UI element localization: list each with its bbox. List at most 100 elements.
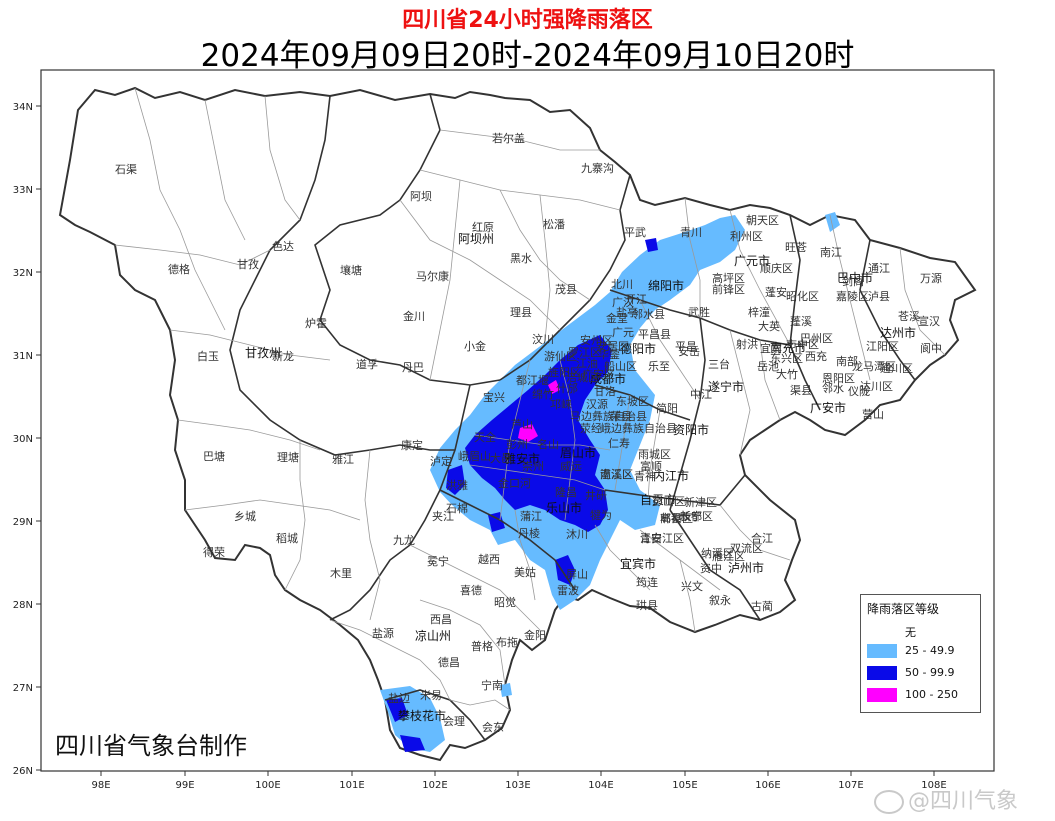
county-label: 广元 (612, 326, 634, 339)
county-label: 荥经 (580, 421, 602, 435)
county-label: 普格 (471, 639, 493, 653)
county-label: 炉霍 (305, 317, 327, 330)
county-label: 南部 (836, 354, 858, 368)
county-label: 得荣 (203, 546, 225, 559)
county-label: 西充 (805, 349, 827, 363)
county-label: 洪雅 (446, 478, 468, 492)
y-tick-label: 34N (13, 102, 33, 113)
legend-item-50-99: 50 - 99.9 (867, 665, 977, 681)
map-subtitle: 2024年09月09日20时-2024年09月10日20时 (200, 38, 855, 74)
county-label: 高坪区 (712, 271, 745, 285)
rain-zone-50-99-north (645, 238, 658, 252)
county-label: 珙县 (636, 598, 658, 612)
county-label: 昭化区 (786, 289, 819, 303)
county-label: 白玉 (197, 349, 219, 363)
y-tick-label: 32N (13, 268, 33, 279)
county-label: 市中区 (786, 337, 819, 351)
legend-item-25-49: 25 - 49.9 (867, 643, 977, 659)
county-label: 雷波 (557, 584, 579, 597)
county-label: 邻水县 (632, 308, 665, 321)
county-label: 开江 (625, 293, 647, 306)
county-label: 筠连 (636, 575, 658, 589)
county-label: 罗江区 (568, 346, 601, 359)
county-label: 大邑 (490, 451, 512, 465)
county-label: 汶川 (532, 332, 554, 346)
county-label: 万源 (920, 271, 942, 285)
legend-swatch-none (867, 624, 897, 638)
y-tick-label: 28N (13, 600, 33, 611)
prefecture-label: 绵阳市 (648, 278, 684, 293)
prefecture-label: 泸州市 (728, 560, 764, 575)
county-label: 江安 (640, 531, 662, 545)
county-label: 长宁 (680, 509, 702, 523)
county-label: 古蔺 (751, 600, 773, 613)
county-label: 金口河 (498, 476, 531, 490)
county-label: 武胜 (688, 305, 710, 319)
county-label: 仁寿 (608, 436, 630, 450)
county-label: 雁江区 (712, 550, 745, 563)
county-label: 东兴区 (770, 352, 803, 365)
prefecture-label: 遂宁市 (708, 379, 744, 394)
rain-zone-25-49 (430, 215, 745, 610)
rain-zone-50-99 (465, 335, 612, 532)
county-label: 宁南 (481, 678, 503, 692)
legend-swatch-light-blue (867, 644, 897, 658)
legend-swatch-dark-blue (867, 666, 897, 680)
county-label: 汉源 (586, 397, 608, 411)
county-label: 盐亭 (616, 305, 638, 319)
county-label: 大英 (758, 319, 780, 333)
county-label: 丹巴 (402, 361, 424, 374)
x-tick-label: 99E (175, 780, 194, 791)
x-tick-label: 102E (422, 780, 447, 791)
county-label: 康定 (401, 438, 423, 452)
y-tick-label: 26N (13, 766, 33, 777)
x-tick-label: 105E (672, 780, 697, 791)
county-label: 青白江区 (640, 531, 684, 545)
prefecture-label: 雅安市 (504, 451, 540, 466)
county-label: 夹江 (432, 510, 454, 523)
y-tick-label: 30N (13, 434, 33, 445)
x-tick-label: 101E (339, 780, 364, 791)
map-legend: 降雨落区等级 无 25 - 49.9 50 - 99.9 100 - 250 (860, 594, 981, 713)
prefecture-label: 广安市 (810, 400, 846, 415)
county-label: 彭山区 (652, 494, 685, 508)
producer-credit: 四川省气象台制作 (55, 732, 247, 760)
weibo-watermark: @四川气象 (874, 783, 1018, 815)
county-label: 东坡区 (616, 395, 649, 408)
county-label: 泸县 (868, 290, 890, 303)
prefecture-boundaries (229, 93, 916, 741)
county-label: 冕宁 (427, 554, 449, 568)
county-label: 会东 (482, 721, 504, 734)
prefecture-label: 巴中市 (837, 270, 873, 285)
prefecture-label: 阿坝州 (458, 232, 494, 246)
county-label: 中江 (690, 388, 712, 401)
x-tick-label: 107E (838, 780, 863, 791)
county-label: 越西 (478, 552, 500, 566)
rain-zone-50-99-south (555, 555, 575, 585)
weibo-icon (874, 790, 904, 814)
county-label: 峨眉山 (458, 450, 491, 463)
county-label: 温江区 (600, 468, 633, 481)
county-label: 郫都区 (660, 511, 693, 525)
county-label: 青川 (680, 226, 702, 239)
county-label: 美姑 (514, 566, 536, 579)
county-label: 阿坝 (410, 189, 432, 203)
county-label: 阆中 (920, 341, 942, 355)
county-label: 大竹 (776, 367, 798, 381)
county-label: 纳溪区 (701, 547, 734, 560)
county-label: 嘉陵区 (836, 289, 869, 303)
county-label: 隆昌 (555, 485, 577, 499)
county-label: 理塘 (277, 450, 299, 464)
y-tick-label: 31N (13, 351, 33, 362)
county-label: 德格 (168, 262, 190, 276)
county-label: 蓬溪 (790, 315, 812, 328)
county-label: 峨边彝族自治县 (600, 421, 677, 435)
county-label: 沐川 (566, 528, 588, 541)
county-label: 岳池 (757, 360, 779, 373)
county-label: 崇州 (522, 460, 544, 473)
y-axis: 34N 33N 32N 31N 30N 29N 28N 27N 26N (13, 102, 41, 777)
county-label: 游仙区 (544, 350, 577, 363)
county-label: 若尔盖 (492, 131, 525, 145)
prefecture-label: 眉山市 (560, 445, 596, 460)
